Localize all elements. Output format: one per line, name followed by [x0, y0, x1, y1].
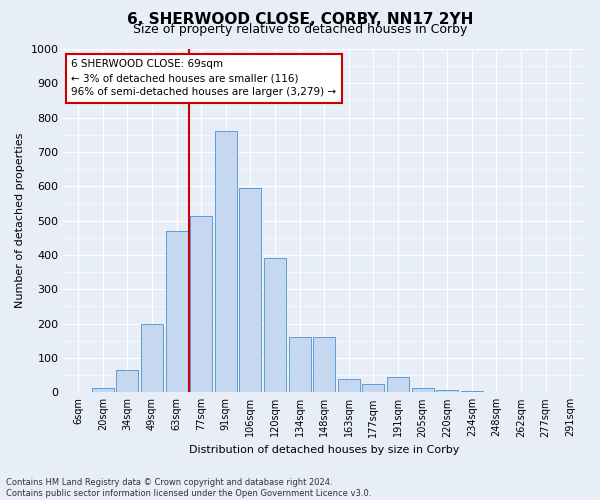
- Bar: [412, 388, 434, 392]
- Text: 6, SHERWOOD CLOSE, CORBY, NN17 2YH: 6, SHERWOOD CLOSE, CORBY, NN17 2YH: [127, 12, 473, 28]
- Bar: [92, 388, 114, 392]
- Bar: [461, 390, 483, 392]
- Bar: [166, 231, 188, 392]
- Bar: [215, 132, 237, 392]
- Bar: [190, 216, 212, 392]
- X-axis label: Distribution of detached houses by size in Corby: Distribution of detached houses by size …: [189, 445, 460, 455]
- Bar: [338, 378, 360, 392]
- Bar: [264, 258, 286, 392]
- Bar: [116, 370, 139, 392]
- Bar: [289, 338, 311, 392]
- Bar: [141, 324, 163, 392]
- Bar: [239, 188, 262, 392]
- Bar: [436, 390, 458, 392]
- Y-axis label: Number of detached properties: Number of detached properties: [15, 133, 25, 308]
- Bar: [362, 384, 385, 392]
- Text: Contains HM Land Registry data © Crown copyright and database right 2024.
Contai: Contains HM Land Registry data © Crown c…: [6, 478, 371, 498]
- Bar: [387, 377, 409, 392]
- Text: 6 SHERWOOD CLOSE: 69sqm
← 3% of detached houses are smaller (116)
96% of semi-de: 6 SHERWOOD CLOSE: 69sqm ← 3% of detached…: [71, 60, 337, 98]
- Text: Size of property relative to detached houses in Corby: Size of property relative to detached ho…: [133, 22, 467, 36]
- Bar: [313, 338, 335, 392]
